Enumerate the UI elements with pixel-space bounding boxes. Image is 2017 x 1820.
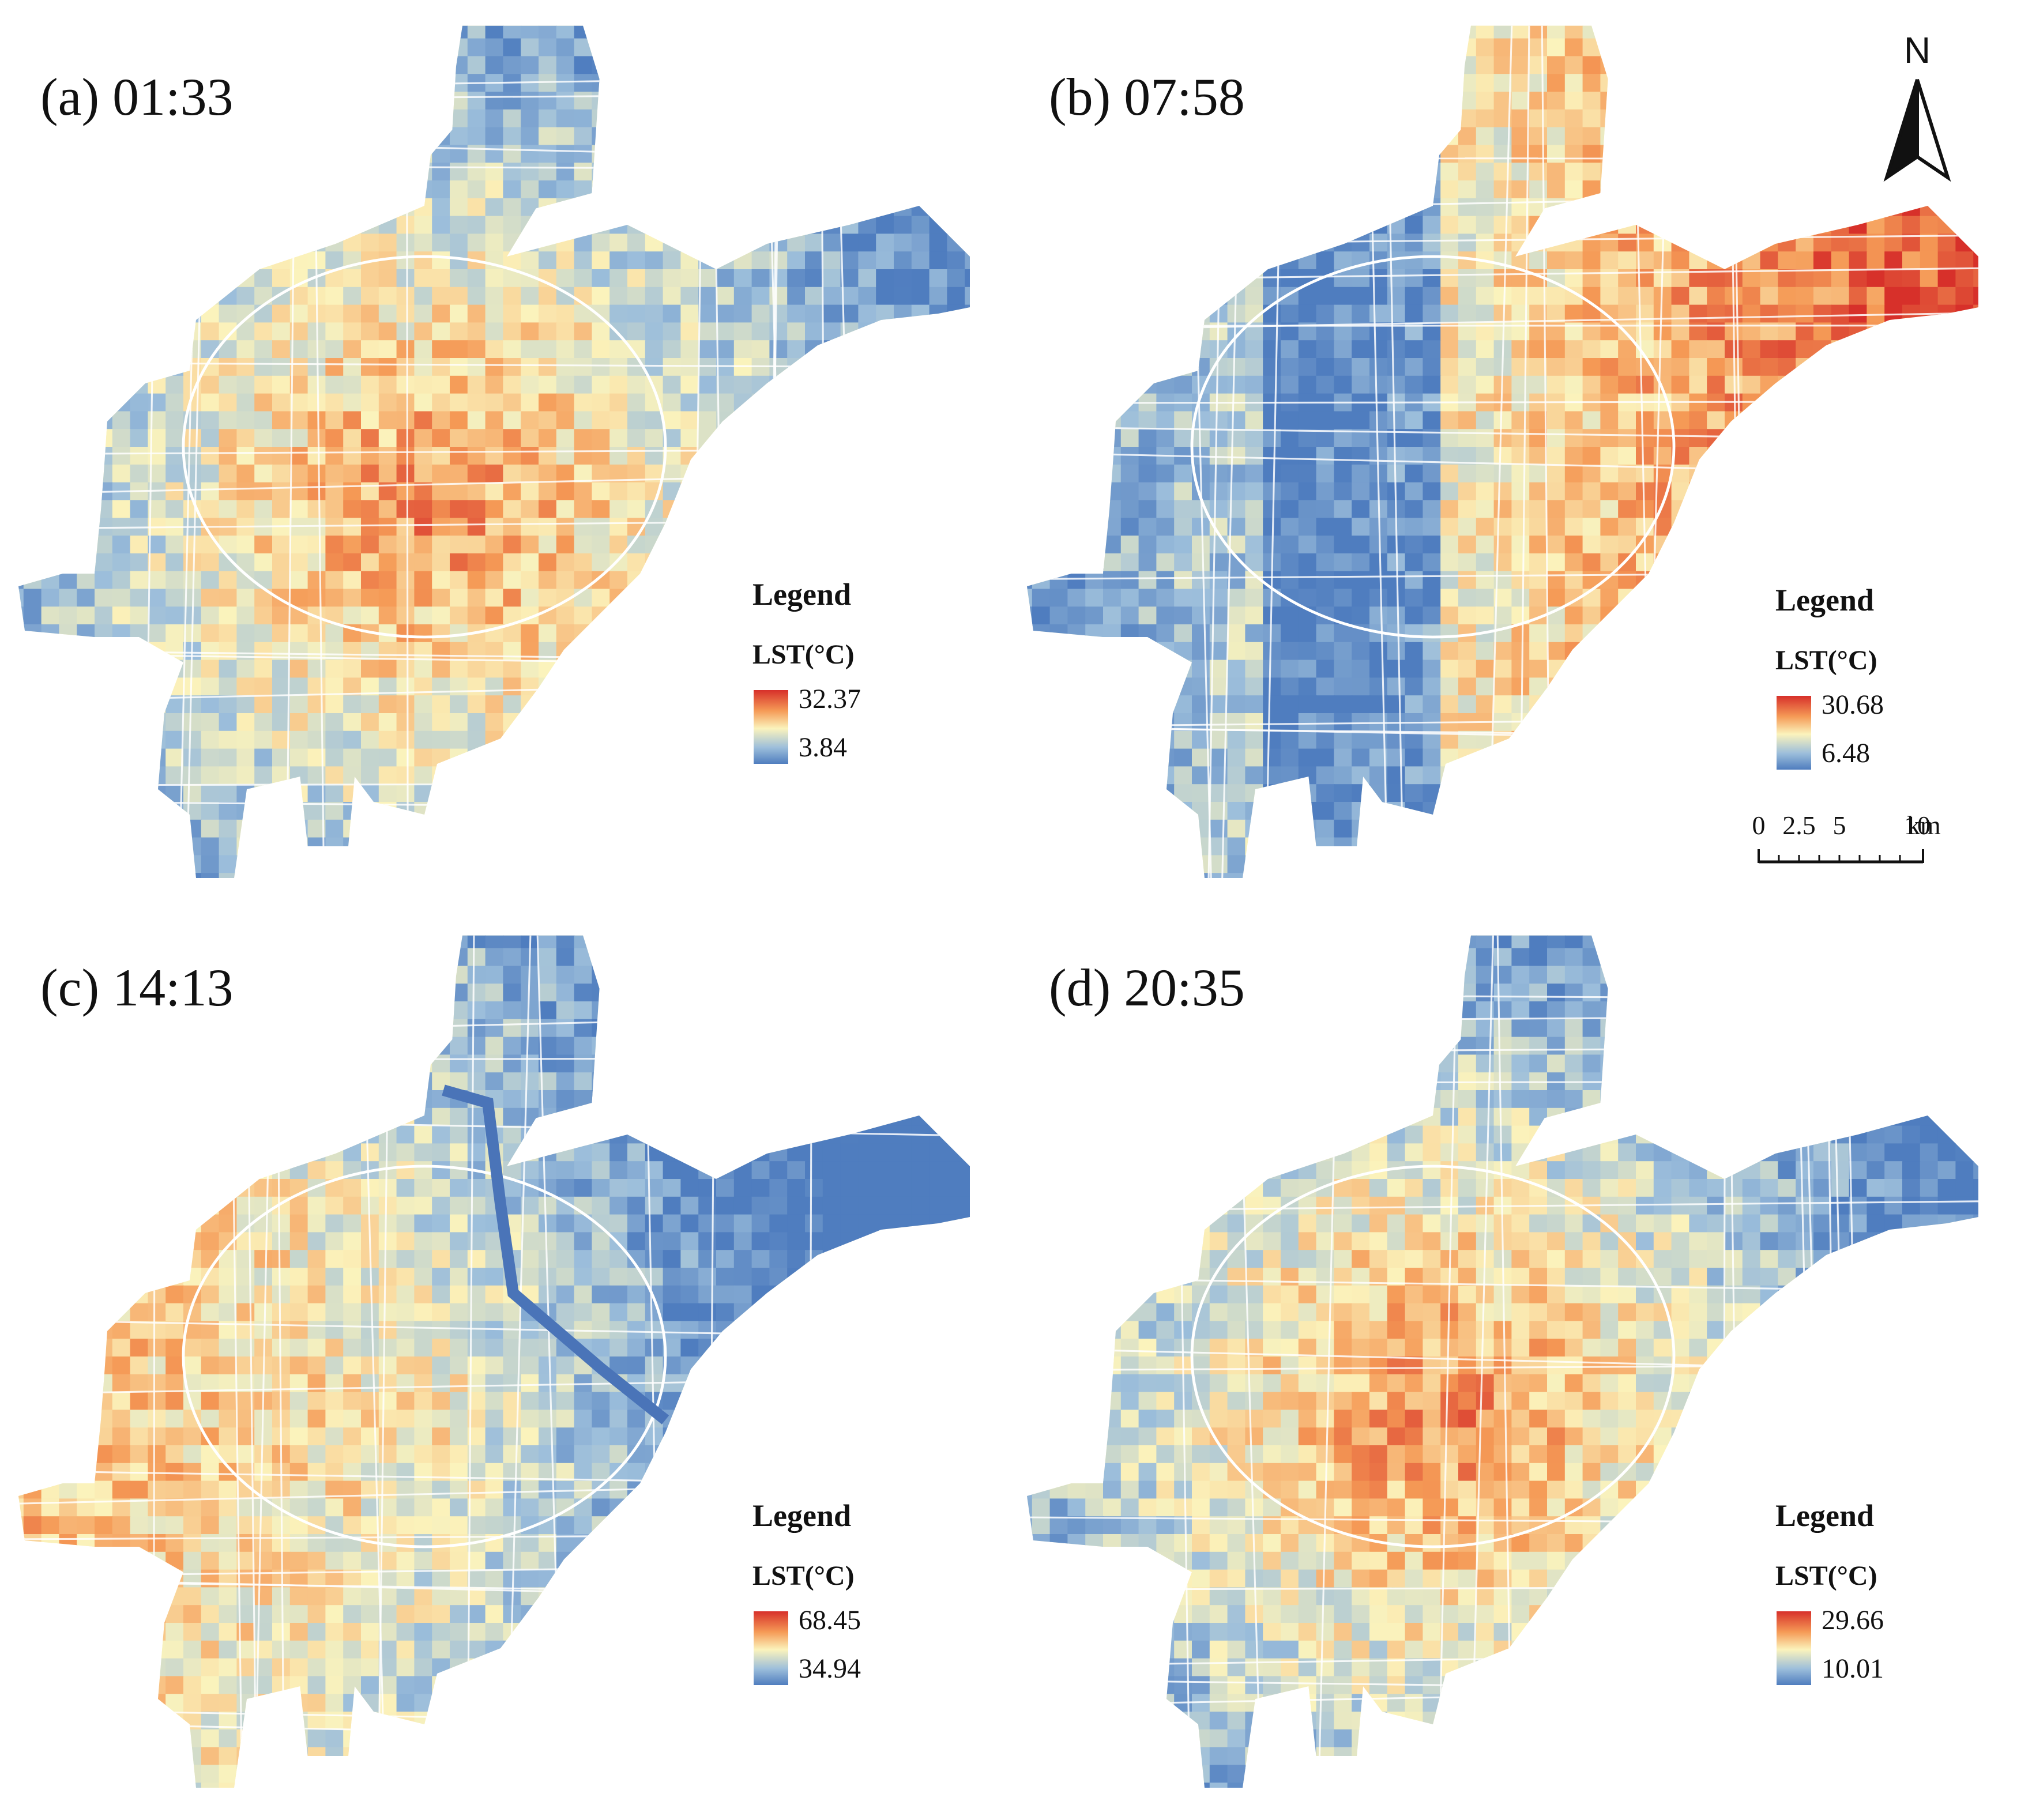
- legend-scale-b: 30.68 6.48: [1775, 689, 1884, 777]
- legend-heading-c: Legend: [752, 1498, 852, 1533]
- legend-a: Legend LST(°C) 32.37 3.84: [752, 576, 861, 771]
- north-arrow-icon: [1883, 79, 1951, 182]
- north-arrow-label: N: [1903, 29, 1931, 71]
- lst-map-c: [18, 935, 970, 1788]
- legend-min-b: 6.48: [1822, 738, 1870, 768]
- panel-title-c: (c) 14:13: [40, 958, 234, 1017]
- legend-color-ramp-b: [1777, 696, 1811, 770]
- legend-scale-d: 29.66 10.01: [1775, 1605, 1884, 1692]
- legend-heading-d: Legend: [1775, 1498, 1875, 1533]
- legend-color-ramp-a: [754, 690, 788, 764]
- legend-c: Legend LST(°C) 68.45 34.94: [752, 1498, 861, 1692]
- lst-map-a: [18, 25, 970, 879]
- legend-variable-b: LST(°C): [1775, 645, 1877, 676]
- legend-scale-c: 68.45 34.94: [752, 1605, 861, 1692]
- panel-title-b: (b) 07:58: [1049, 67, 1245, 126]
- legend-color-ramp-d: [1777, 1611, 1811, 1685]
- legend-min-c: 34.94: [799, 1653, 861, 1684]
- legend-max-b: 30.68: [1822, 689, 1884, 720]
- legend-color-ramp-c: [754, 1611, 788, 1685]
- scale-tick-label-2-5: 2.5: [1782, 811, 1816, 840]
- legend-max-a: 32.37: [799, 684, 861, 714]
- legend-max-c: 68.45: [799, 1605, 861, 1636]
- legend-max-d: 29.66: [1822, 1605, 1884, 1636]
- map-panel-b: (b) 07:58 Legend LST(°C) 30.68 6.48: [1008, 0, 2017, 910]
- legend-b: Legend LST(°C) 30.68 6.48: [1775, 582, 1884, 777]
- lst-map-d: [1027, 935, 1979, 1788]
- scale-tick-label-0: 0: [1752, 811, 1766, 840]
- north-arrow: N: [1874, 29, 1960, 184]
- legend-variable-c: LST(°C): [752, 1561, 855, 1591]
- lst-map-b: [1027, 25, 1979, 879]
- legend-variable-d: LST(°C): [1775, 1561, 1877, 1591]
- panel-title-a: (a) 01:33: [40, 67, 234, 126]
- legend-scale-a: 32.37 3.84: [752, 684, 861, 771]
- legend-heading-a: Legend: [752, 577, 852, 612]
- scale-bar: 0 2.5 5 10 km: [1750, 810, 1941, 873]
- legend-heading-b: Legend: [1775, 583, 1875, 617]
- scale-tick-label-10: 10: [1904, 811, 1931, 840]
- scale-bar-graphic: [1758, 849, 1924, 864]
- river: [442, 1084, 669, 1425]
- legend-d: Legend LST(°C) 29.66 10.01: [1775, 1498, 1884, 1692]
- scale-tick-label-5: 5: [1832, 811, 1846, 840]
- map-panel-a: (a) 01:33 Legend LST(°C) 32.37 3.84: [0, 0, 1008, 910]
- panel-title-d: (d) 20:35: [1049, 958, 1245, 1017]
- legend-min-d: 10.01: [1822, 1653, 1884, 1684]
- map-panel-c: (c) 14:13 Legend LST(°C) 68.45 34.94: [0, 910, 1008, 1819]
- legend-min-a: 3.84: [799, 732, 847, 763]
- legend-variable-a: LST(°C): [752, 639, 855, 670]
- map-panel-d: (d) 20:35 Legend LST(°C) 29.66 10.01: [1008, 910, 2017, 1819]
- scale-unit-label: km: [1907, 811, 1941, 840]
